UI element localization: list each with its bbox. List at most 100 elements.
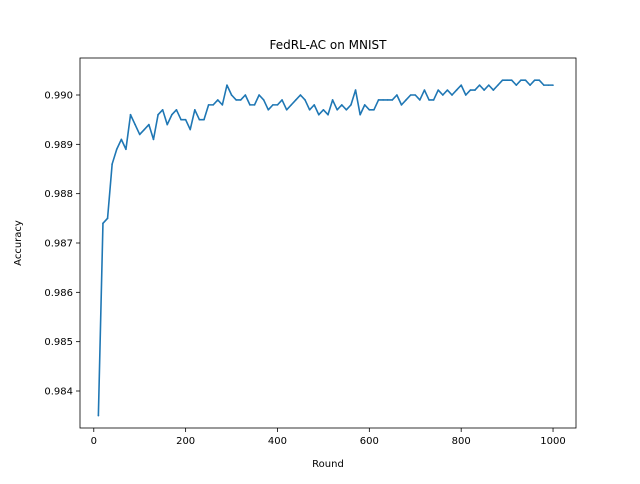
data-point bbox=[520, 79, 522, 81]
y-tick-label: 0.989 bbox=[44, 140, 73, 151]
x-tick-label: 0 bbox=[91, 436, 97, 447]
data-point bbox=[129, 113, 132, 116]
data-point bbox=[460, 84, 462, 86]
data-point bbox=[143, 128, 146, 131]
data-point bbox=[166, 123, 169, 126]
data-point bbox=[148, 123, 150, 126]
y-tick-label: 0.987 bbox=[44, 239, 73, 250]
data-point bbox=[299, 94, 302, 96]
data-point bbox=[492, 89, 495, 91]
data-point bbox=[382, 99, 384, 101]
y-axis-ticks: 0.984 0.985 0.986 0.987 0.988 0.989 0.990 bbox=[44, 91, 80, 398]
data-point bbox=[442, 94, 444, 96]
data-point bbox=[235, 99, 237, 101]
data-point bbox=[483, 89, 485, 91]
y-tick-label: 0.986 bbox=[44, 288, 73, 299]
data-point bbox=[272, 104, 274, 106]
x-tick-label: 1000 bbox=[540, 436, 565, 447]
data-point bbox=[194, 109, 196, 111]
data-point bbox=[515, 84, 518, 86]
data-point bbox=[396, 94, 398, 96]
data-point bbox=[350, 104, 352, 106]
data-point bbox=[115, 148, 118, 151]
data-point bbox=[239, 99, 242, 101]
x-tick-label: 600 bbox=[360, 436, 379, 447]
data-point bbox=[180, 118, 182, 121]
data-point bbox=[432, 99, 435, 101]
data-point bbox=[258, 94, 260, 96]
x-tick-label: 800 bbox=[452, 436, 471, 447]
data-point bbox=[331, 99, 334, 101]
data-point bbox=[368, 109, 371, 111]
x-axis-ticks: 0 200 400 600 800 1000 bbox=[91, 428, 566, 447]
data-point bbox=[102, 222, 104, 225]
data-point bbox=[501, 79, 504, 81]
data-point bbox=[138, 133, 141, 136]
data-point bbox=[226, 84, 228, 86]
data-point bbox=[533, 79, 536, 81]
data-point bbox=[506, 79, 508, 81]
data-point bbox=[373, 109, 375, 111]
data-point bbox=[152, 138, 155, 141]
y-tick-label: 0.985 bbox=[44, 337, 73, 348]
data-point bbox=[363, 104, 366, 106]
data-point bbox=[184, 118, 187, 121]
data-point bbox=[212, 104, 214, 106]
data-point bbox=[451, 94, 453, 96]
data-point bbox=[529, 84, 531, 86]
data-point bbox=[97, 414, 100, 417]
data-point bbox=[175, 109, 178, 111]
data-point bbox=[171, 113, 173, 116]
data-point bbox=[354, 89, 357, 91]
data-point bbox=[478, 84, 481, 86]
data-point bbox=[106, 217, 109, 220]
chart-title: FedRL-AC on MNIST bbox=[270, 38, 388, 52]
data-point bbox=[446, 89, 449, 91]
data-point bbox=[510, 79, 513, 81]
data-point bbox=[203, 118, 205, 121]
data-point bbox=[428, 99, 430, 101]
data-point bbox=[552, 84, 554, 86]
data-point bbox=[295, 99, 297, 101]
data-point bbox=[538, 79, 541, 81]
x-tick-label: 200 bbox=[176, 436, 195, 447]
data-point bbox=[157, 113, 159, 116]
data-point bbox=[340, 104, 343, 106]
data-point bbox=[327, 113, 329, 116]
data-point bbox=[359, 113, 361, 116]
x-axis-label: Round bbox=[312, 459, 344, 470]
y-tick-label: 0.988 bbox=[44, 189, 73, 200]
data-point bbox=[419, 99, 421, 101]
data-point bbox=[189, 128, 192, 131]
data-point bbox=[345, 109, 348, 111]
data-point bbox=[230, 94, 233, 96]
data-point bbox=[318, 113, 320, 116]
data-point bbox=[386, 99, 389, 101]
data-point bbox=[244, 94, 247, 96]
data-point bbox=[313, 104, 316, 106]
data-point bbox=[207, 104, 210, 106]
plot-frame bbox=[79, 57, 577, 429]
data-point bbox=[405, 99, 407, 101]
data-point bbox=[455, 89, 458, 91]
data-point bbox=[547, 84, 550, 86]
data-point bbox=[120, 138, 123, 141]
data-point bbox=[437, 89, 440, 91]
data-point bbox=[262, 99, 265, 101]
data-point bbox=[322, 109, 325, 111]
data-point bbox=[290, 104, 293, 106]
data-point bbox=[400, 104, 403, 106]
y-tick-label: 0.990 bbox=[44, 91, 73, 102]
series-line bbox=[97, 79, 554, 416]
data-point bbox=[221, 104, 224, 106]
data-point bbox=[281, 99, 283, 101]
data-point bbox=[111, 163, 113, 165]
data-point bbox=[377, 99, 380, 101]
data-point bbox=[267, 109, 270, 111]
data-point bbox=[423, 89, 426, 91]
data-point bbox=[308, 109, 311, 111]
data-point bbox=[276, 104, 279, 106]
data-point bbox=[134, 123, 136, 126]
